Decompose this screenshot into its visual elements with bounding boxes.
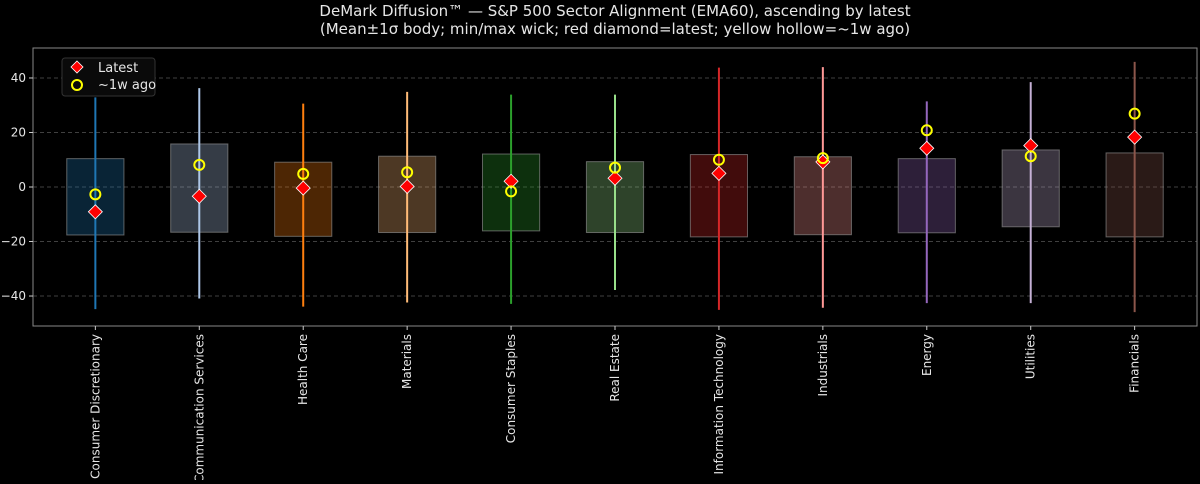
x-tick-label: Real Estate <box>608 334 622 402</box>
latest-marker <box>503 173 519 189</box>
legend-week-ago-marker <box>71 79 83 91</box>
x-tick-label: Utilities <box>1024 334 1038 379</box>
x-tick-label: Energy <box>920 334 934 376</box>
latest-marker <box>399 178 415 195</box>
chart-subtitle: (Mean±1σ body; min/max wick; red diamond… <box>320 20 910 38</box>
latest-marker <box>1023 138 1039 154</box>
legend-latest-marker <box>70 60 84 74</box>
latest-marker <box>711 165 727 181</box>
x-tick-label: Industrials <box>816 334 830 397</box>
legend-week-ago-label: ~1w ago <box>98 78 156 93</box>
y-tick-label: 20 <box>11 125 26 139</box>
x-tick-label: Communication Services <box>192 334 206 480</box>
y-tick-label: −40 <box>1 289 26 303</box>
latest-marker <box>87 204 103 220</box>
y-tick-label: −20 <box>1 235 26 249</box>
chart-title: DeMark Diffusion™ — S&P 500 Sector Align… <box>319 2 910 20</box>
x-tick-label: Consumer Staples <box>504 334 518 443</box>
x-tick-label: Health Care <box>296 334 310 405</box>
legend-latest-label: Latest <box>98 61 138 76</box>
x-tick-label: Consumer Discretionary <box>88 334 102 479</box>
x-tick-label: Materials <box>400 334 414 389</box>
latest-marker <box>191 188 207 204</box>
week-ago-marker <box>609 161 621 174</box>
x-tick-label: Information Technology <box>712 334 726 475</box>
legend-box <box>61 57 156 97</box>
week-ago-marker <box>712 153 725 166</box>
latest-marker <box>919 140 935 156</box>
week-ago-marker <box>297 167 310 180</box>
week-ago-marker <box>193 158 206 171</box>
week-ago-marker <box>816 152 829 165</box>
week-ago-marker <box>401 166 414 179</box>
legend: Latest ~1w ago <box>61 57 156 97</box>
y-tick-label: 40 <box>11 71 26 85</box>
week-ago-marker <box>1128 107 1141 120</box>
y-tick-label: 0 <box>18 180 26 194</box>
latest-marker <box>607 170 623 186</box>
week-ago-marker <box>920 124 933 137</box>
week-ago-marker <box>1024 150 1037 163</box>
latest-marker <box>295 180 311 196</box>
x-tick-label: Financials <box>1128 334 1142 393</box>
week-ago-marker <box>89 188 102 201</box>
latest-marker <box>1127 129 1143 145</box>
week-ago-marker <box>505 185 518 198</box>
